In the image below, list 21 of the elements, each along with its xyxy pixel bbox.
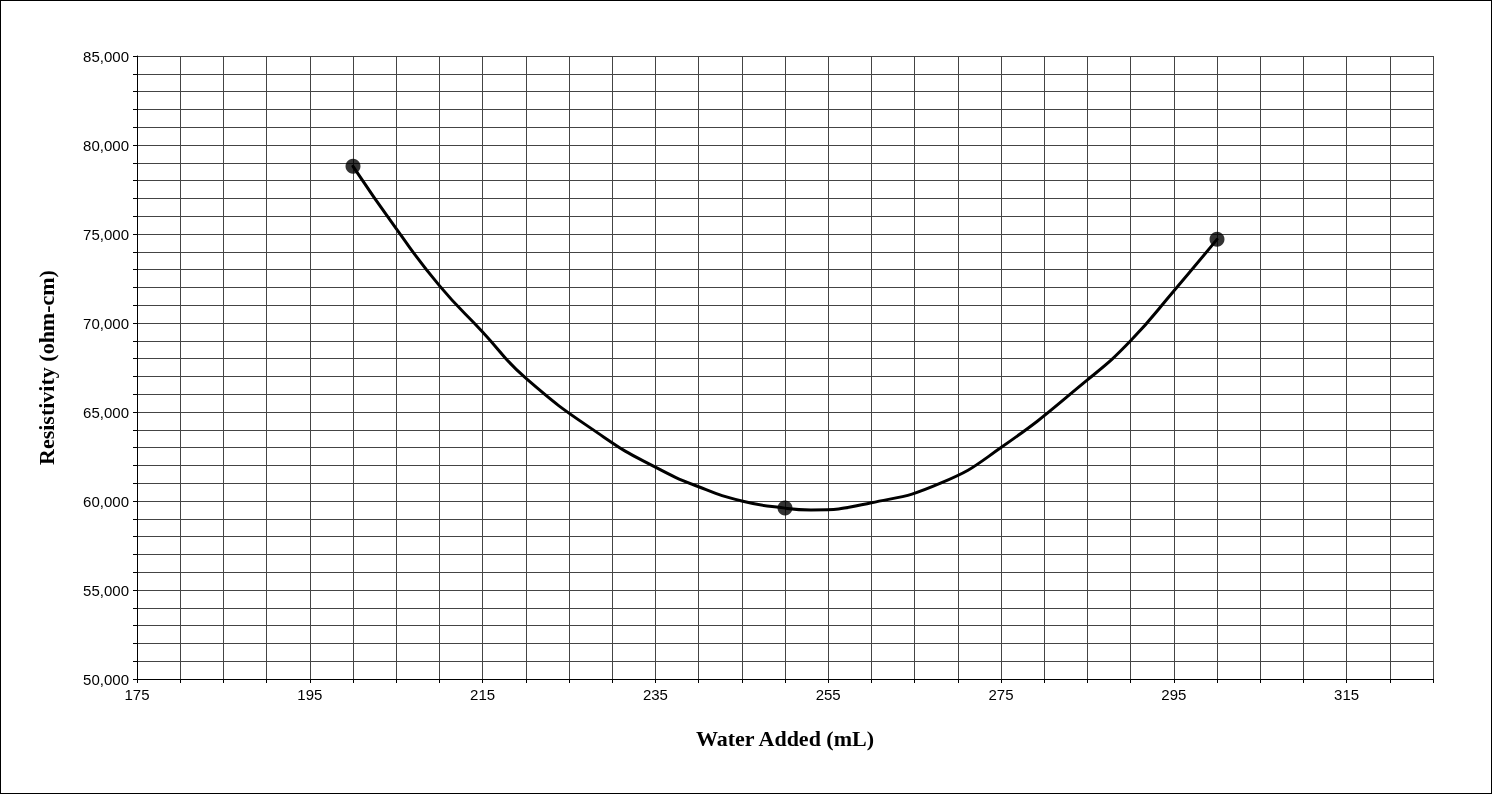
y-tick-label: 70,000 [83, 314, 129, 332]
y-tick-label: 65,000 [83, 403, 129, 421]
point [345, 158, 361, 174]
y-tick-label: 75,000 [83, 225, 129, 243]
y-tick-label: 85,000 [83, 47, 129, 65]
point [777, 500, 793, 516]
y-tick-label: 80,000 [83, 136, 129, 154]
y-tick-label: 50,000 [83, 670, 129, 688]
x-tick-label: 295 [1161, 686, 1187, 703]
x-tick-label: 255 [815, 686, 841, 703]
y-axis-title: Resistivity (ohm-cm) [33, 270, 59, 465]
x-tick-label: 215 [470, 686, 496, 703]
x-tick-label: 175 [124, 686, 150, 703]
x-tick-label: 235 [642, 686, 668, 703]
y-tick-label: 55,000 [83, 581, 129, 599]
point [1209, 231, 1225, 247]
x-axis-title: Water Added (mL) [695, 725, 875, 751]
x-tick-label: 195 [297, 686, 323, 703]
y-tick-label: 60,000 [83, 492, 129, 510]
x-tick-label: 315 [1334, 686, 1360, 703]
x-tick-label: 275 [988, 686, 1014, 703]
